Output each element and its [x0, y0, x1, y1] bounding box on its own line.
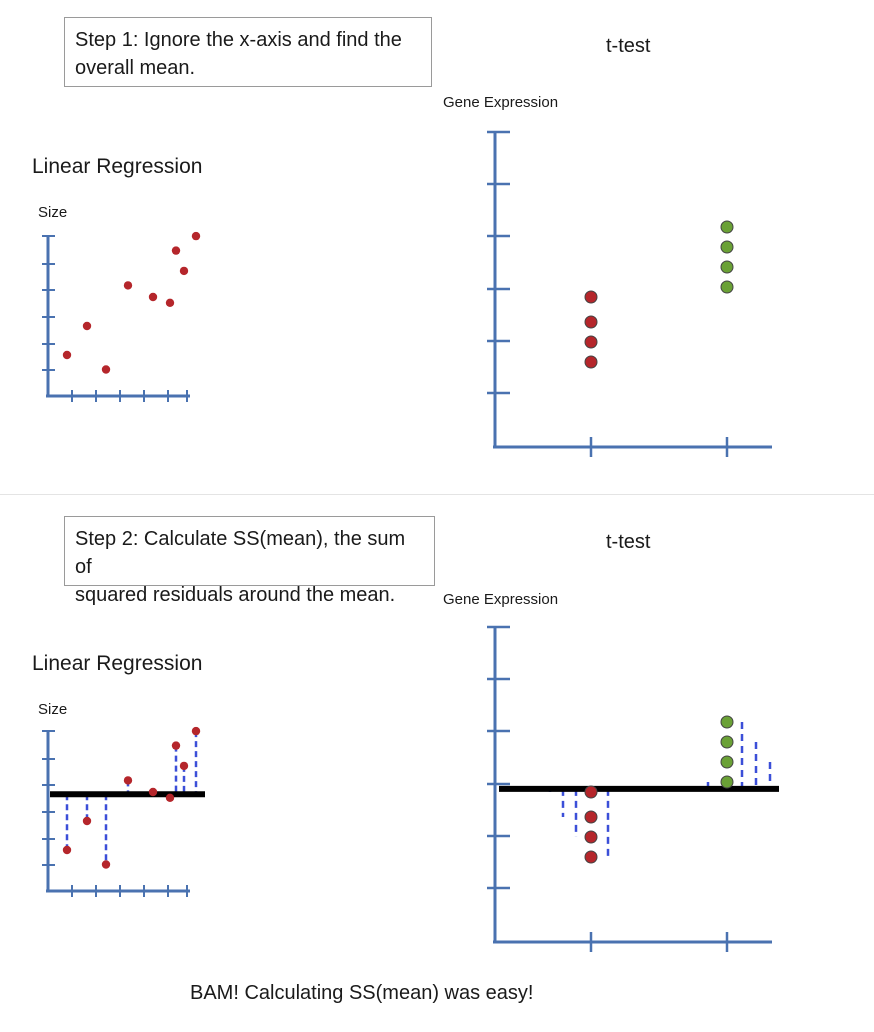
size-axis-label: Size: [38, 204, 68, 221]
step2-text-line2: squared residuals around the mean.: [75, 584, 396, 606]
linear-regression-title: Linear Regression: [32, 652, 203, 675]
group1-point: [584, 355, 598, 369]
data-point: [179, 266, 189, 276]
group2-point: [720, 735, 734, 749]
data-point: [171, 246, 181, 255]
group2-point: [720, 220, 734, 234]
data-point: [191, 231, 201, 241]
step1-panel: Step 1: Ignore the x-axis and find the o…: [0, 0, 874, 494]
group1-point: [584, 290, 598, 304]
ttest-title: t-test: [606, 35, 651, 57]
group2-point: [720, 260, 734, 274]
step2-callout: Step 2: Calculate SS(mean), the sum of s…: [64, 516, 435, 606]
group2-point: [720, 240, 734, 254]
gene-expression-axis-label: Gene Expression: [443, 94, 559, 111]
size-axis-label: Size: [38, 701, 68, 718]
group1-point: [584, 810, 598, 824]
step2-plots: [42, 625, 779, 952]
data-point: [179, 761, 189, 771]
data-point: [165, 298, 175, 307]
data-point: [82, 321, 92, 331]
step2-panel: Step 2: Calculate SS(mean), the sum of s…: [0, 494, 874, 989]
data-point: [148, 787, 158, 797]
group1-point: [584, 830, 598, 844]
group1-point: [584, 850, 598, 864]
data-point: [101, 365, 111, 374]
footer-bam-text: BAM! Calculating SS(mean) was easy!: [190, 982, 534, 1004]
data-point: [148, 292, 158, 302]
data-point: [62, 845, 72, 855]
step1-text-line1: Step 1: Ignore the x-axis and find the: [75, 29, 402, 51]
group2-point: [720, 775, 734, 789]
data-point: [62, 350, 72, 360]
step1-plots: [42, 130, 772, 457]
data-point: [101, 860, 111, 869]
gene-expression-axis-label: Gene Expression: [443, 591, 559, 608]
step1-text-line2: overall mean.: [75, 57, 196, 79]
group1-point: [584, 785, 598, 799]
linear-regression-title: Linear Regression: [32, 155, 203, 178]
data-point: [123, 281, 133, 290]
group2-point: [720, 715, 734, 729]
step1-callout: Step 1: Ignore the x-axis and find the o…: [64, 17, 432, 87]
data-point: [191, 726, 201, 736]
group2-point: [720, 280, 734, 294]
ttest-title: t-test: [606, 531, 651, 553]
group1-point: [584, 315, 598, 329]
group1-point: [584, 335, 598, 349]
data-point: [123, 776, 133, 785]
data-point: [165, 793, 175, 802]
step2-text-line1: Step 2: Calculate SS(mean), the sum of: [75, 528, 406, 578]
group2-point: [720, 755, 734, 769]
data-point: [171, 741, 181, 750]
data-point: [82, 816, 92, 826]
